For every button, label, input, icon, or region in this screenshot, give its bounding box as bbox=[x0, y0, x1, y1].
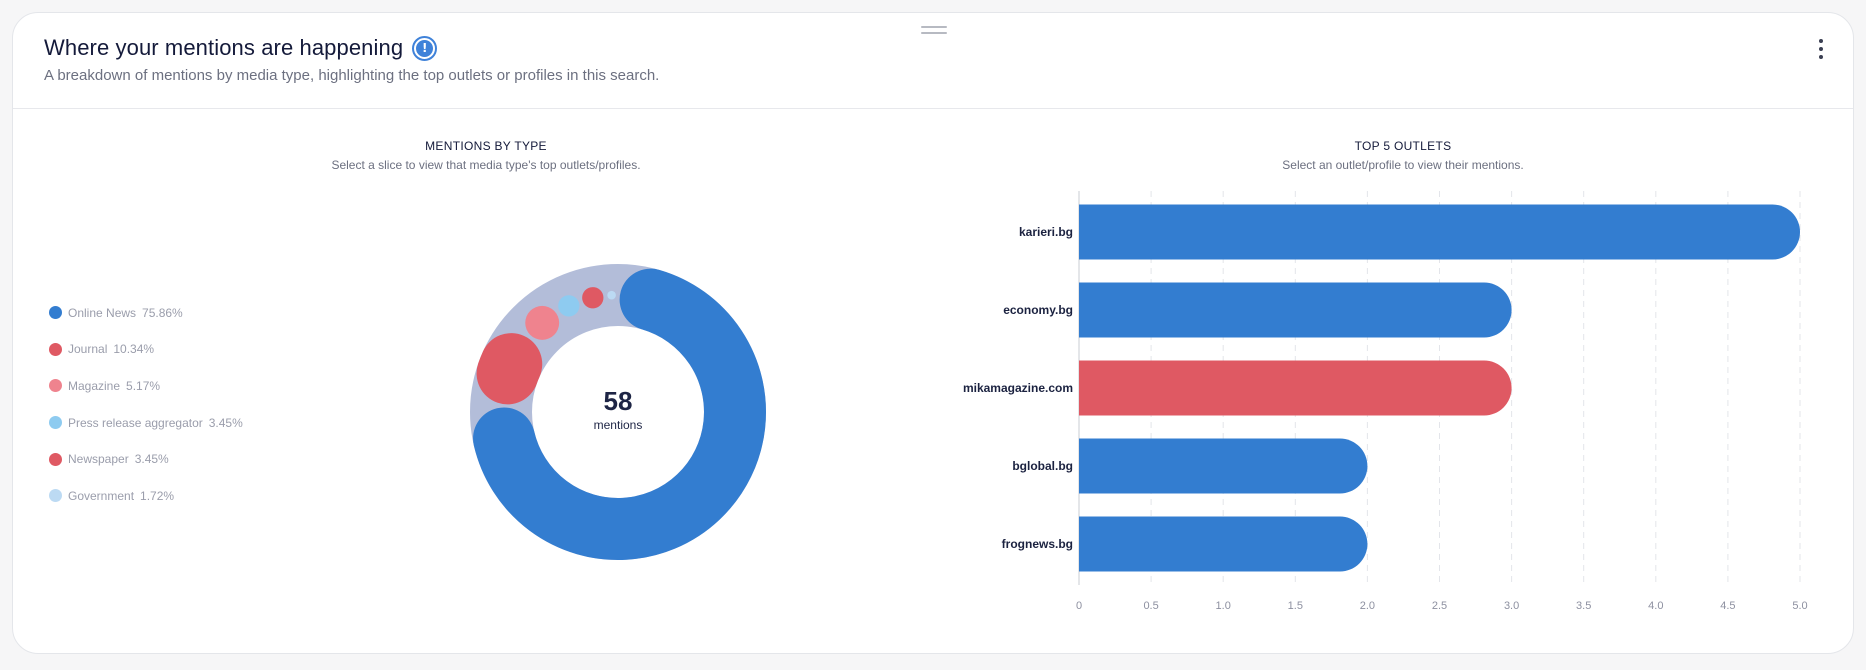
donut-panel-title: MENTIONS BY TYPE bbox=[425, 139, 547, 153]
x-tick-label: 5.0 bbox=[1792, 600, 1807, 612]
legend-swatch bbox=[49, 489, 62, 503]
x-tick-label: 1.0 bbox=[1216, 600, 1231, 612]
legend-percent: 1.72% bbox=[140, 488, 175, 503]
header-divider bbox=[13, 108, 1853, 109]
legend-percent: 3.45% bbox=[208, 415, 243, 430]
bar[interactable] bbox=[1079, 360, 1512, 416]
legend-swatch bbox=[49, 452, 62, 466]
donut-legend: Online News 75.86% Journal 10.34% Magazine 5.… bbox=[49, 305, 243, 525]
widget-subtitle: A breakdown of mentions by media type, h… bbox=[44, 67, 660, 84]
legend-swatch bbox=[49, 379, 62, 393]
legend-swatch bbox=[49, 306, 62, 319]
y-category-label[interactable]: economy.bg bbox=[1003, 303, 1073, 317]
bar-panel-title: TOP 5 OUTLETS bbox=[1354, 139, 1452, 153]
x-tick-label: 2.0 bbox=[1360, 600, 1375, 612]
exclamation-icon[interactable]: ! bbox=[412, 35, 438, 61]
legend-percent: 3.45% bbox=[134, 452, 169, 467]
donut-slice[interactable] bbox=[473, 268, 766, 560]
legend-percent: 5.17% bbox=[126, 378, 161, 393]
y-category-label[interactable]: mikamagazine.com bbox=[963, 381, 1073, 395]
widget-card: Where your mentions are happening ! A br… bbox=[12, 12, 1854, 654]
x-tick-label: 0.5 bbox=[1143, 600, 1158, 612]
bar[interactable] bbox=[1079, 438, 1368, 494]
donut-total-value: 58 bbox=[604, 386, 633, 416]
x-tick-label: 3.0 bbox=[1504, 600, 1519, 612]
donut-panel-subtitle: Select a slice to view that media type's… bbox=[331, 158, 641, 172]
legend-label: Newspaper bbox=[68, 452, 129, 467]
bar[interactable] bbox=[1079, 204, 1800, 260]
legend-percent: 10.34% bbox=[113, 342, 155, 357]
y-category-label[interactable]: karieri.bg bbox=[1019, 225, 1073, 239]
legend-item[interactable]: Magazine 5.17% bbox=[49, 378, 243, 393]
x-tick-label: 1.5 bbox=[1288, 600, 1303, 612]
bar-heading: TOP 5 OUTLETS Select an outlet/profile t… bbox=[1143, 139, 1663, 172]
x-tick-label: 4.0 bbox=[1648, 600, 1663, 612]
x-tick-label: 4.5 bbox=[1720, 600, 1735, 612]
y-category-label[interactable]: frognews.bg bbox=[1002, 537, 1073, 551]
x-tick-label: 0 bbox=[1076, 600, 1082, 612]
legend-label: Government bbox=[68, 488, 135, 503]
legend-label: Magazine bbox=[68, 378, 121, 393]
legend-item[interactable]: Press release aggregator 3.45% bbox=[49, 415, 243, 430]
legend-swatch bbox=[49, 416, 62, 430]
x-tick-label: 3.5 bbox=[1576, 600, 1591, 612]
legend-item[interactable]: Journal 10.34% bbox=[49, 342, 243, 357]
legend-item[interactable]: Government 1.72% bbox=[49, 488, 243, 503]
vertical-ellipsis-icon[interactable] bbox=[1813, 35, 1829, 63]
widget-header: Where your mentions are happening ! A br… bbox=[44, 35, 1833, 105]
legend-swatch bbox=[49, 342, 62, 356]
bar-panel-subtitle: Select an outlet/profile to view their m… bbox=[1282, 158, 1524, 172]
y-category-label[interactable]: bglobal.bg bbox=[1012, 459, 1073, 473]
legend-label: Journal bbox=[68, 342, 108, 357]
bar[interactable] bbox=[1079, 516, 1368, 572]
x-tick-label: 2.5 bbox=[1432, 600, 1447, 612]
donut-total-label: mentions bbox=[594, 418, 643, 432]
bar-chart: 0 0.5 1.0 1.5 2.0 2.5 3.0 3.5 4.0 4.5 5.0 karieri.b… bbox=[963, 191, 1808, 612]
legend-label: Press release aggregator bbox=[68, 415, 203, 430]
legend-item[interactable]: Online News 75.86% bbox=[49, 305, 243, 320]
bar[interactable] bbox=[1079, 282, 1512, 338]
donut-heading: MENTIONS BY TYPE Select a slice to view … bbox=[226, 139, 746, 172]
donut-slice[interactable] bbox=[476, 333, 543, 405]
legend-item[interactable]: Newspaper 3.45% bbox=[49, 452, 243, 467]
drag-handle[interactable] bbox=[921, 26, 947, 38]
legend-percent: 75.86% bbox=[142, 305, 183, 320]
legend-label: Online News bbox=[68, 305, 137, 320]
donut-chart: 58 mentions bbox=[470, 264, 766, 560]
widget-title: Where your mentions are happening bbox=[44, 35, 404, 60]
